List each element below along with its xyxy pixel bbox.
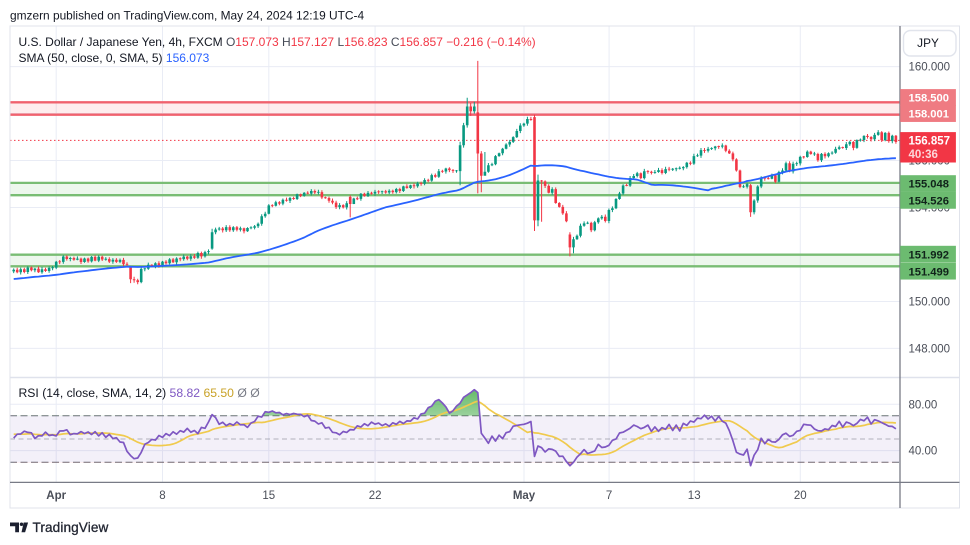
svg-text:13: 13 [688,490,701,502]
svg-text:Apr: Apr [46,490,66,502]
svg-text:150.000: 150.000 [909,297,951,309]
svg-text:148.000: 148.000 [909,344,951,356]
svg-text:155.048: 155.048 [909,179,949,191]
svg-text:160.000: 160.000 [909,62,951,74]
svg-text:156.857: 156.857 [909,135,951,147]
svg-text:158.001: 158.001 [909,109,949,121]
svg-text:8: 8 [159,490,165,502]
svg-text:40:36: 40:36 [909,149,938,161]
svg-text:U.S. Dollar / Japanese Yen, 4h: U.S. Dollar / Japanese Yen, 4h, FXCM O15… [19,35,536,49]
svg-text:151.992: 151.992 [909,249,949,261]
svg-text:7: 7 [606,490,612,502]
svg-text:SMA (50, close, 0, SMA, 5) 156: SMA (50, close, 0, SMA, 5) 156.073 [19,51,210,65]
svg-text:151.499: 151.499 [909,266,949,278]
svg-text:May: May [513,490,536,502]
svg-text:80.00: 80.00 [909,399,938,411]
svg-text:TradingView: TradingView [33,520,109,535]
svg-text:154.526: 154.526 [909,195,949,207]
svg-text:20: 20 [794,490,807,502]
svg-text:RSI (14, close, SMA, 14, 2) 58: RSI (14, close, SMA, 14, 2) 58.82 65.50 … [19,386,261,400]
svg-text:22: 22 [369,490,382,502]
svg-text:40.00: 40.00 [909,446,938,458]
svg-text:gmzern published on TradingVie: gmzern published on TradingView.com, May… [10,9,364,23]
svg-text:15: 15 [262,490,275,502]
svg-text:158.500: 158.500 [909,93,949,105]
svg-text:JPY: JPY [917,36,939,50]
